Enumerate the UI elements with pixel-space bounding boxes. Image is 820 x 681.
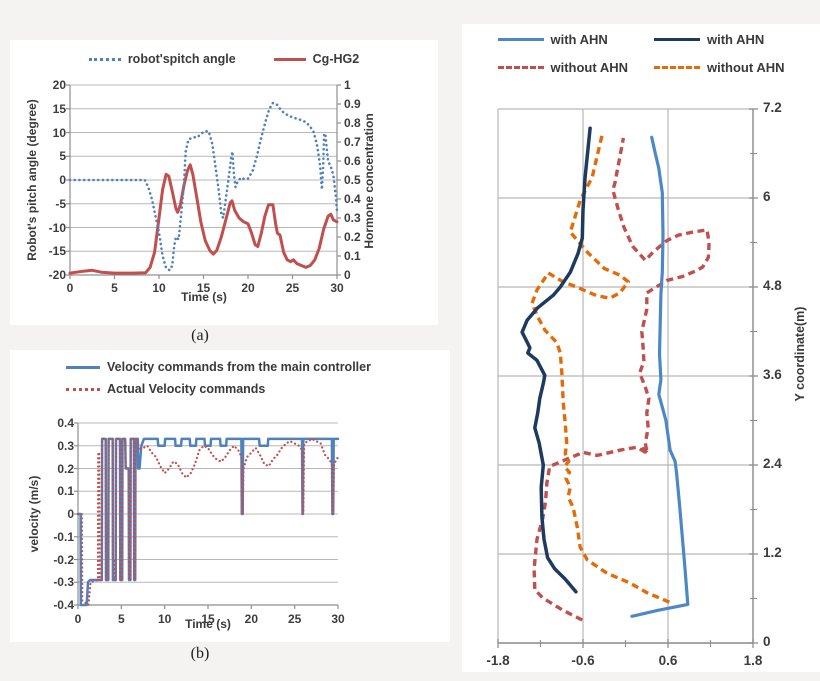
legend-item: without AHN (654, 60, 785, 75)
tick-label: 2.4 (763, 456, 782, 471)
pitch-hormone-plot (66, 84, 341, 279)
tick-label: 0 (59, 173, 66, 187)
tick-label: 20 (241, 281, 255, 295)
tick-label: 0 (74, 612, 82, 626)
tick-label: 1 (344, 78, 351, 92)
tick-label: 0 (344, 268, 351, 282)
tick-label: 0.2 (57, 461, 74, 476)
legend-item: Actual Velocity commands (66, 382, 371, 396)
chart-b-legend: Velocity commands from the main controll… (66, 360, 371, 396)
chart-a-x-axis-title: Time (s) (181, 290, 227, 304)
legend-line-sample-solid (273, 57, 306, 61)
tick-label: -0.2 (53, 552, 74, 567)
tick-label: -1.8 (486, 653, 510, 668)
caption-a: (a) (191, 327, 209, 344)
trajectory-y-axis-title: Y coordinate(m) (793, 306, 807, 402)
tick-label: 0.6 (658, 653, 678, 668)
tick-label: -0.4 (53, 598, 74, 612)
tick-label: -10 (48, 220, 66, 235)
legend-label: without AHN (707, 60, 785, 75)
chart-a-legend: robot'spitch angle Cg-HG2 (10, 52, 438, 66)
tick-label: 30 (330, 281, 344, 295)
tick-label: 1.2 (763, 545, 782, 560)
legend-label: Velocity commands from the main controll… (107, 360, 371, 374)
tick-label: 0.4 (344, 192, 361, 206)
tick-label: 4.8 (763, 278, 782, 293)
tick-label: -5 (55, 196, 66, 211)
tick-label: 20 (244, 612, 258, 626)
tick-label: 0.2 (344, 230, 361, 244)
tick-label: 0 (67, 507, 74, 521)
panel-pitch-hormone: robot'spitch angle Cg-HG2 Robot's pitch a… (10, 40, 438, 325)
tick-label: -0.6 (571, 653, 595, 668)
velocity-plot (74, 422, 340, 609)
tick-label: 15 (52, 101, 66, 116)
legend-label: with AHN (550, 32, 608, 47)
tick-label: 0.6 (344, 154, 361, 168)
tick-label: 5 (59, 149, 66, 164)
legend-line-sample-dotted (88, 57, 121, 61)
tick-label: -0.1 (53, 529, 74, 544)
legend-item: Cg-HG2 (273, 52, 360, 66)
tick-label: 1.8 (743, 653, 763, 668)
legend-line-sample-dashed (497, 66, 544, 69)
tick-label: 10 (152, 281, 166, 295)
tick-label: 0.3 (57, 438, 74, 453)
tick-label: 0.9 (344, 97, 361, 111)
tick-label: 15 (196, 281, 211, 295)
tick-label: 5 (111, 281, 118, 295)
legend-line-sample-solid (654, 38, 700, 41)
legend-label: robot'spitch angle (127, 52, 236, 66)
legend-item: robot'spitch angle (88, 52, 236, 66)
legend-label: without AHN (550, 60, 629, 75)
legend-line-sample-solid (66, 365, 100, 369)
tick-label: 0.5 (344, 173, 361, 187)
tick-label: 0.1 (344, 249, 361, 263)
trajectory-legend: with AHN with AHN without AHN without AHN (462, 32, 820, 75)
panel-velocity-commands: Velocity commands from the main controll… (10, 350, 450, 642)
tick-label: 0.1 (57, 484, 74, 499)
tick-label: 30 (331, 612, 345, 626)
legend-item: with AHN (654, 32, 785, 47)
tick-label: 0.3 (344, 211, 361, 225)
caption-b: (b) (190, 645, 210, 662)
tick-label: 0.7 (344, 135, 361, 149)
tick-label: 20 (52, 78, 66, 92)
legend-item: with AHN (497, 32, 629, 47)
tick-label: 0 (763, 634, 771, 649)
chart-b-x-axis-title: Time (s) (185, 617, 231, 631)
legend-line-sample-solid (497, 38, 544, 41)
panel-trajectories: with AHN with AHN without AHN without AHN Y… (462, 24, 820, 672)
legend-label: Actual Velocity commands (107, 382, 266, 396)
legend-item: without AHN (497, 60, 629, 75)
tick-label: 0.8 (344, 116, 361, 130)
legend-line-sample-dotted (66, 387, 100, 391)
legend-item: Velocity commands from the main controll… (66, 360, 371, 374)
tick-label: -20 (48, 268, 66, 282)
tick-label: -0.3 (53, 575, 74, 590)
tick-label: 6 (763, 189, 771, 204)
tick-label: 3.6 (763, 367, 782, 382)
legend-label: with AHN (707, 32, 765, 47)
tick-label: 10 (157, 612, 172, 626)
tick-label: 5 (117, 612, 125, 626)
tick-label: 25 (287, 612, 302, 626)
tick-label: 7.2 (763, 100, 782, 115)
legend-line-sample-dashed (654, 66, 700, 69)
tick-label: 10 (52, 125, 66, 140)
tick-label: 15 (201, 612, 215, 626)
tick-label: -15 (48, 244, 66, 259)
tick-label: 25 (285, 281, 300, 295)
tick-label: 0.4 (57, 416, 74, 430)
legend-label: Cg-HG2 (312, 52, 360, 66)
tick-label: 0 (66, 281, 74, 295)
trajectory-plot (497, 108, 758, 648)
